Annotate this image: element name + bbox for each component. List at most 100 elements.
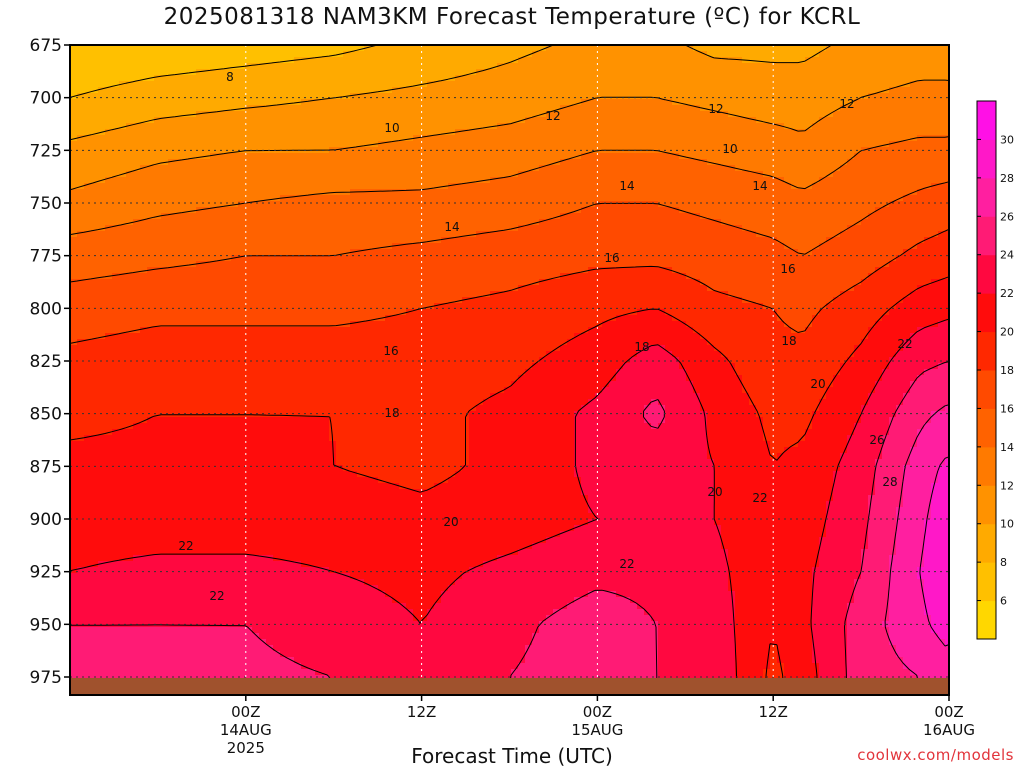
heatmap-cell xyxy=(693,129,701,136)
heatmap-cell xyxy=(805,153,813,160)
heatmap-cell xyxy=(217,183,225,190)
heatmap-cell xyxy=(420,237,428,244)
heatmap-cell xyxy=(735,243,743,250)
heatmap-cell xyxy=(868,111,876,118)
heatmap-cell xyxy=(469,201,477,208)
heatmap-cell xyxy=(658,123,666,130)
heatmap-cell xyxy=(371,231,379,238)
heatmap-cell xyxy=(217,159,225,166)
heatmap-cell xyxy=(77,45,85,52)
heatmap-cell xyxy=(168,165,176,172)
heatmap-cell xyxy=(931,111,939,118)
heatmap-cell xyxy=(651,51,659,58)
heatmap-cell xyxy=(140,123,148,130)
heatmap-cell xyxy=(357,231,365,238)
heatmap-cell xyxy=(938,93,946,100)
heatmap-cell xyxy=(567,237,575,244)
heatmap-cell xyxy=(91,123,99,130)
heatmap-cell xyxy=(301,219,309,226)
heatmap-cell xyxy=(581,75,589,82)
heatmap-cell xyxy=(546,237,554,244)
heatmap-cell xyxy=(371,87,379,94)
heatmap-cell xyxy=(805,87,813,94)
heatmap-cell xyxy=(105,159,113,166)
heatmap-cell xyxy=(504,111,512,118)
heatmap-cell xyxy=(924,99,932,106)
heatmap-cell xyxy=(938,273,946,280)
heatmap-cell xyxy=(476,171,484,178)
heatmap-cell xyxy=(161,81,169,88)
heatmap-cell xyxy=(441,243,449,250)
heatmap-cell xyxy=(112,273,120,280)
heatmap-cell xyxy=(315,255,323,262)
heatmap-cell xyxy=(427,105,435,112)
heatmap-cell xyxy=(553,51,561,58)
heatmap-cell xyxy=(917,117,925,124)
heatmap-cell xyxy=(826,153,834,160)
heatmap-cell xyxy=(539,93,547,100)
heatmap-cell xyxy=(406,81,414,88)
heatmap-cell xyxy=(210,153,218,160)
heatmap-cell xyxy=(182,273,190,280)
heatmap-cell xyxy=(70,273,78,280)
heatmap-cell xyxy=(518,57,526,64)
heatmap-cell xyxy=(448,201,456,208)
heatmap-cell xyxy=(777,159,785,166)
heatmap-cell xyxy=(707,165,715,172)
heatmap-cell xyxy=(490,111,498,118)
heatmap-cell xyxy=(189,201,197,208)
heatmap-cell xyxy=(539,75,547,82)
heatmap-cell xyxy=(238,213,246,220)
heatmap-cell xyxy=(735,57,743,64)
heatmap-cell xyxy=(427,213,435,220)
heatmap-cell xyxy=(742,105,750,112)
heatmap-cell xyxy=(945,117,949,124)
heatmap-cell xyxy=(497,207,505,214)
heatmap-cell xyxy=(168,51,176,58)
heatmap-cell xyxy=(210,273,218,280)
heatmap-cell xyxy=(658,219,666,226)
heatmap-cell xyxy=(798,165,806,172)
heatmap-cell xyxy=(112,99,120,106)
heatmap-cell xyxy=(98,165,106,172)
heatmap-cell xyxy=(280,81,288,88)
heatmap-cell xyxy=(399,69,407,76)
heatmap-cell xyxy=(189,249,197,256)
heatmap-cell xyxy=(945,135,949,142)
heatmap-cell xyxy=(175,213,183,220)
heatmap-cell xyxy=(777,153,785,160)
heatmap-cell xyxy=(665,81,673,88)
heatmap-cell xyxy=(315,123,323,130)
heatmap-cell xyxy=(175,51,183,58)
heatmap-cell xyxy=(658,147,666,154)
heatmap-cell xyxy=(98,279,106,286)
heatmap-cell xyxy=(749,243,757,250)
heatmap-cell xyxy=(112,45,120,52)
heatmap-cell xyxy=(693,69,701,76)
heatmap-cell xyxy=(287,231,295,238)
heatmap-cell xyxy=(245,279,253,286)
heatmap-cell xyxy=(280,267,288,274)
heatmap-cell xyxy=(924,165,932,172)
heatmap-cell xyxy=(175,279,183,286)
heatmap-cell xyxy=(266,129,274,136)
heatmap-cell xyxy=(196,213,204,220)
heatmap-cell xyxy=(399,99,407,106)
heatmap-cell xyxy=(91,75,99,82)
heatmap-cell xyxy=(616,273,624,280)
heatmap-cell xyxy=(462,105,470,112)
heatmap-cell xyxy=(602,75,610,82)
heatmap-cell xyxy=(511,117,519,124)
heatmap-cell xyxy=(896,93,904,100)
heatmap-cell xyxy=(875,87,883,94)
heatmap-cell xyxy=(448,69,456,76)
heatmap-cell xyxy=(875,207,883,214)
heatmap-cell xyxy=(98,87,106,94)
heatmap-cell xyxy=(476,57,484,64)
heatmap-cell xyxy=(490,243,498,250)
heatmap-cell xyxy=(686,99,694,106)
heatmap-cell xyxy=(476,69,484,76)
heatmap-cell xyxy=(861,45,869,52)
heatmap-cell xyxy=(434,243,442,250)
heatmap-cell xyxy=(91,237,99,244)
